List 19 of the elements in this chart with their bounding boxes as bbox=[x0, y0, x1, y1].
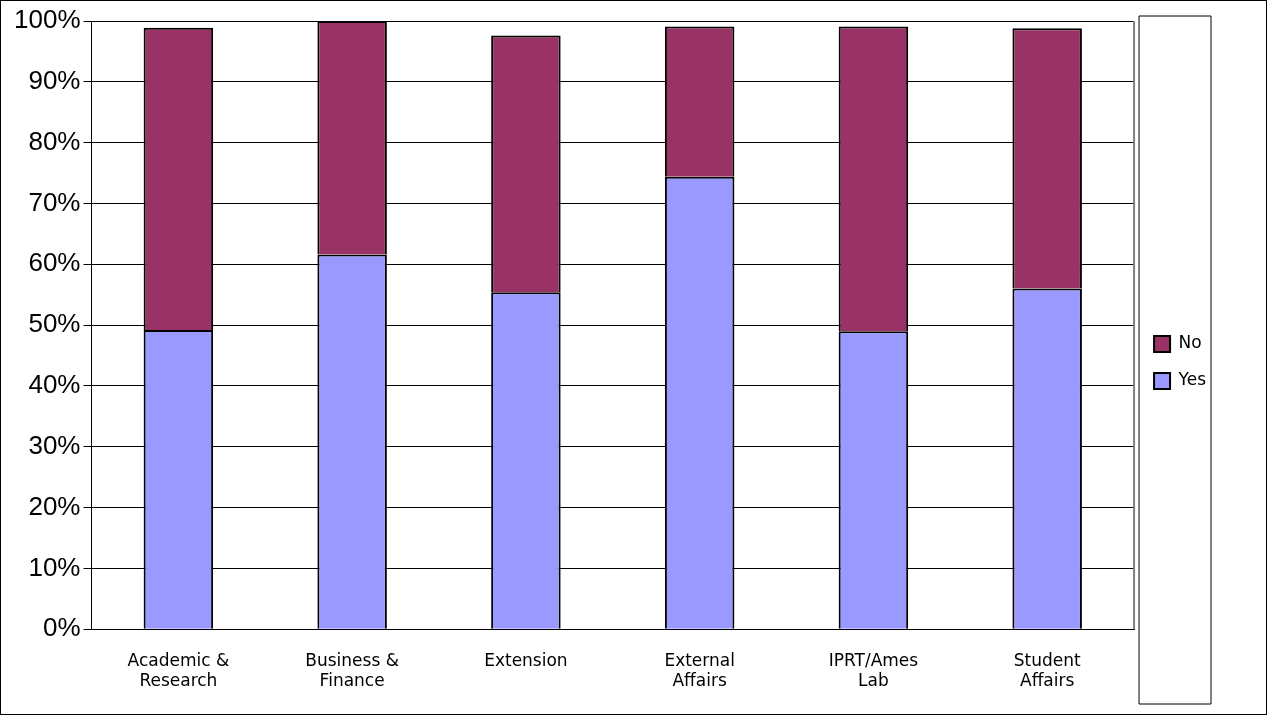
y-tick-label: 90% bbox=[28, 64, 81, 95]
y-tick-label: 10% bbox=[28, 551, 81, 582]
y-tick-label: 0% bbox=[42, 612, 81, 643]
y-tick-label: 50% bbox=[28, 308, 81, 339]
x-tick-label: External Affairs bbox=[664, 649, 735, 691]
legend-label: No bbox=[1178, 332, 1202, 353]
x-tick-label: Business & Finance bbox=[305, 649, 399, 691]
legend-label: Yes bbox=[1177, 369, 1207, 390]
y-tick-label: 100% bbox=[14, 4, 81, 35]
x-tick-label: Student Affairs bbox=[1013, 649, 1081, 691]
x-tick-label: Extension bbox=[484, 649, 568, 670]
y-tick-label: 40% bbox=[28, 369, 81, 400]
y-tick-label: 30% bbox=[28, 429, 81, 460]
y-tick-label: 70% bbox=[28, 186, 81, 217]
x-tick-label: IPRT/Ames Lab bbox=[828, 649, 919, 691]
y-tick-label: 80% bbox=[28, 125, 81, 156]
y-tick-label: 60% bbox=[28, 247, 81, 278]
y-tick-label: 20% bbox=[28, 490, 81, 521]
x-tick-label: Academic & Research bbox=[127, 649, 230, 691]
